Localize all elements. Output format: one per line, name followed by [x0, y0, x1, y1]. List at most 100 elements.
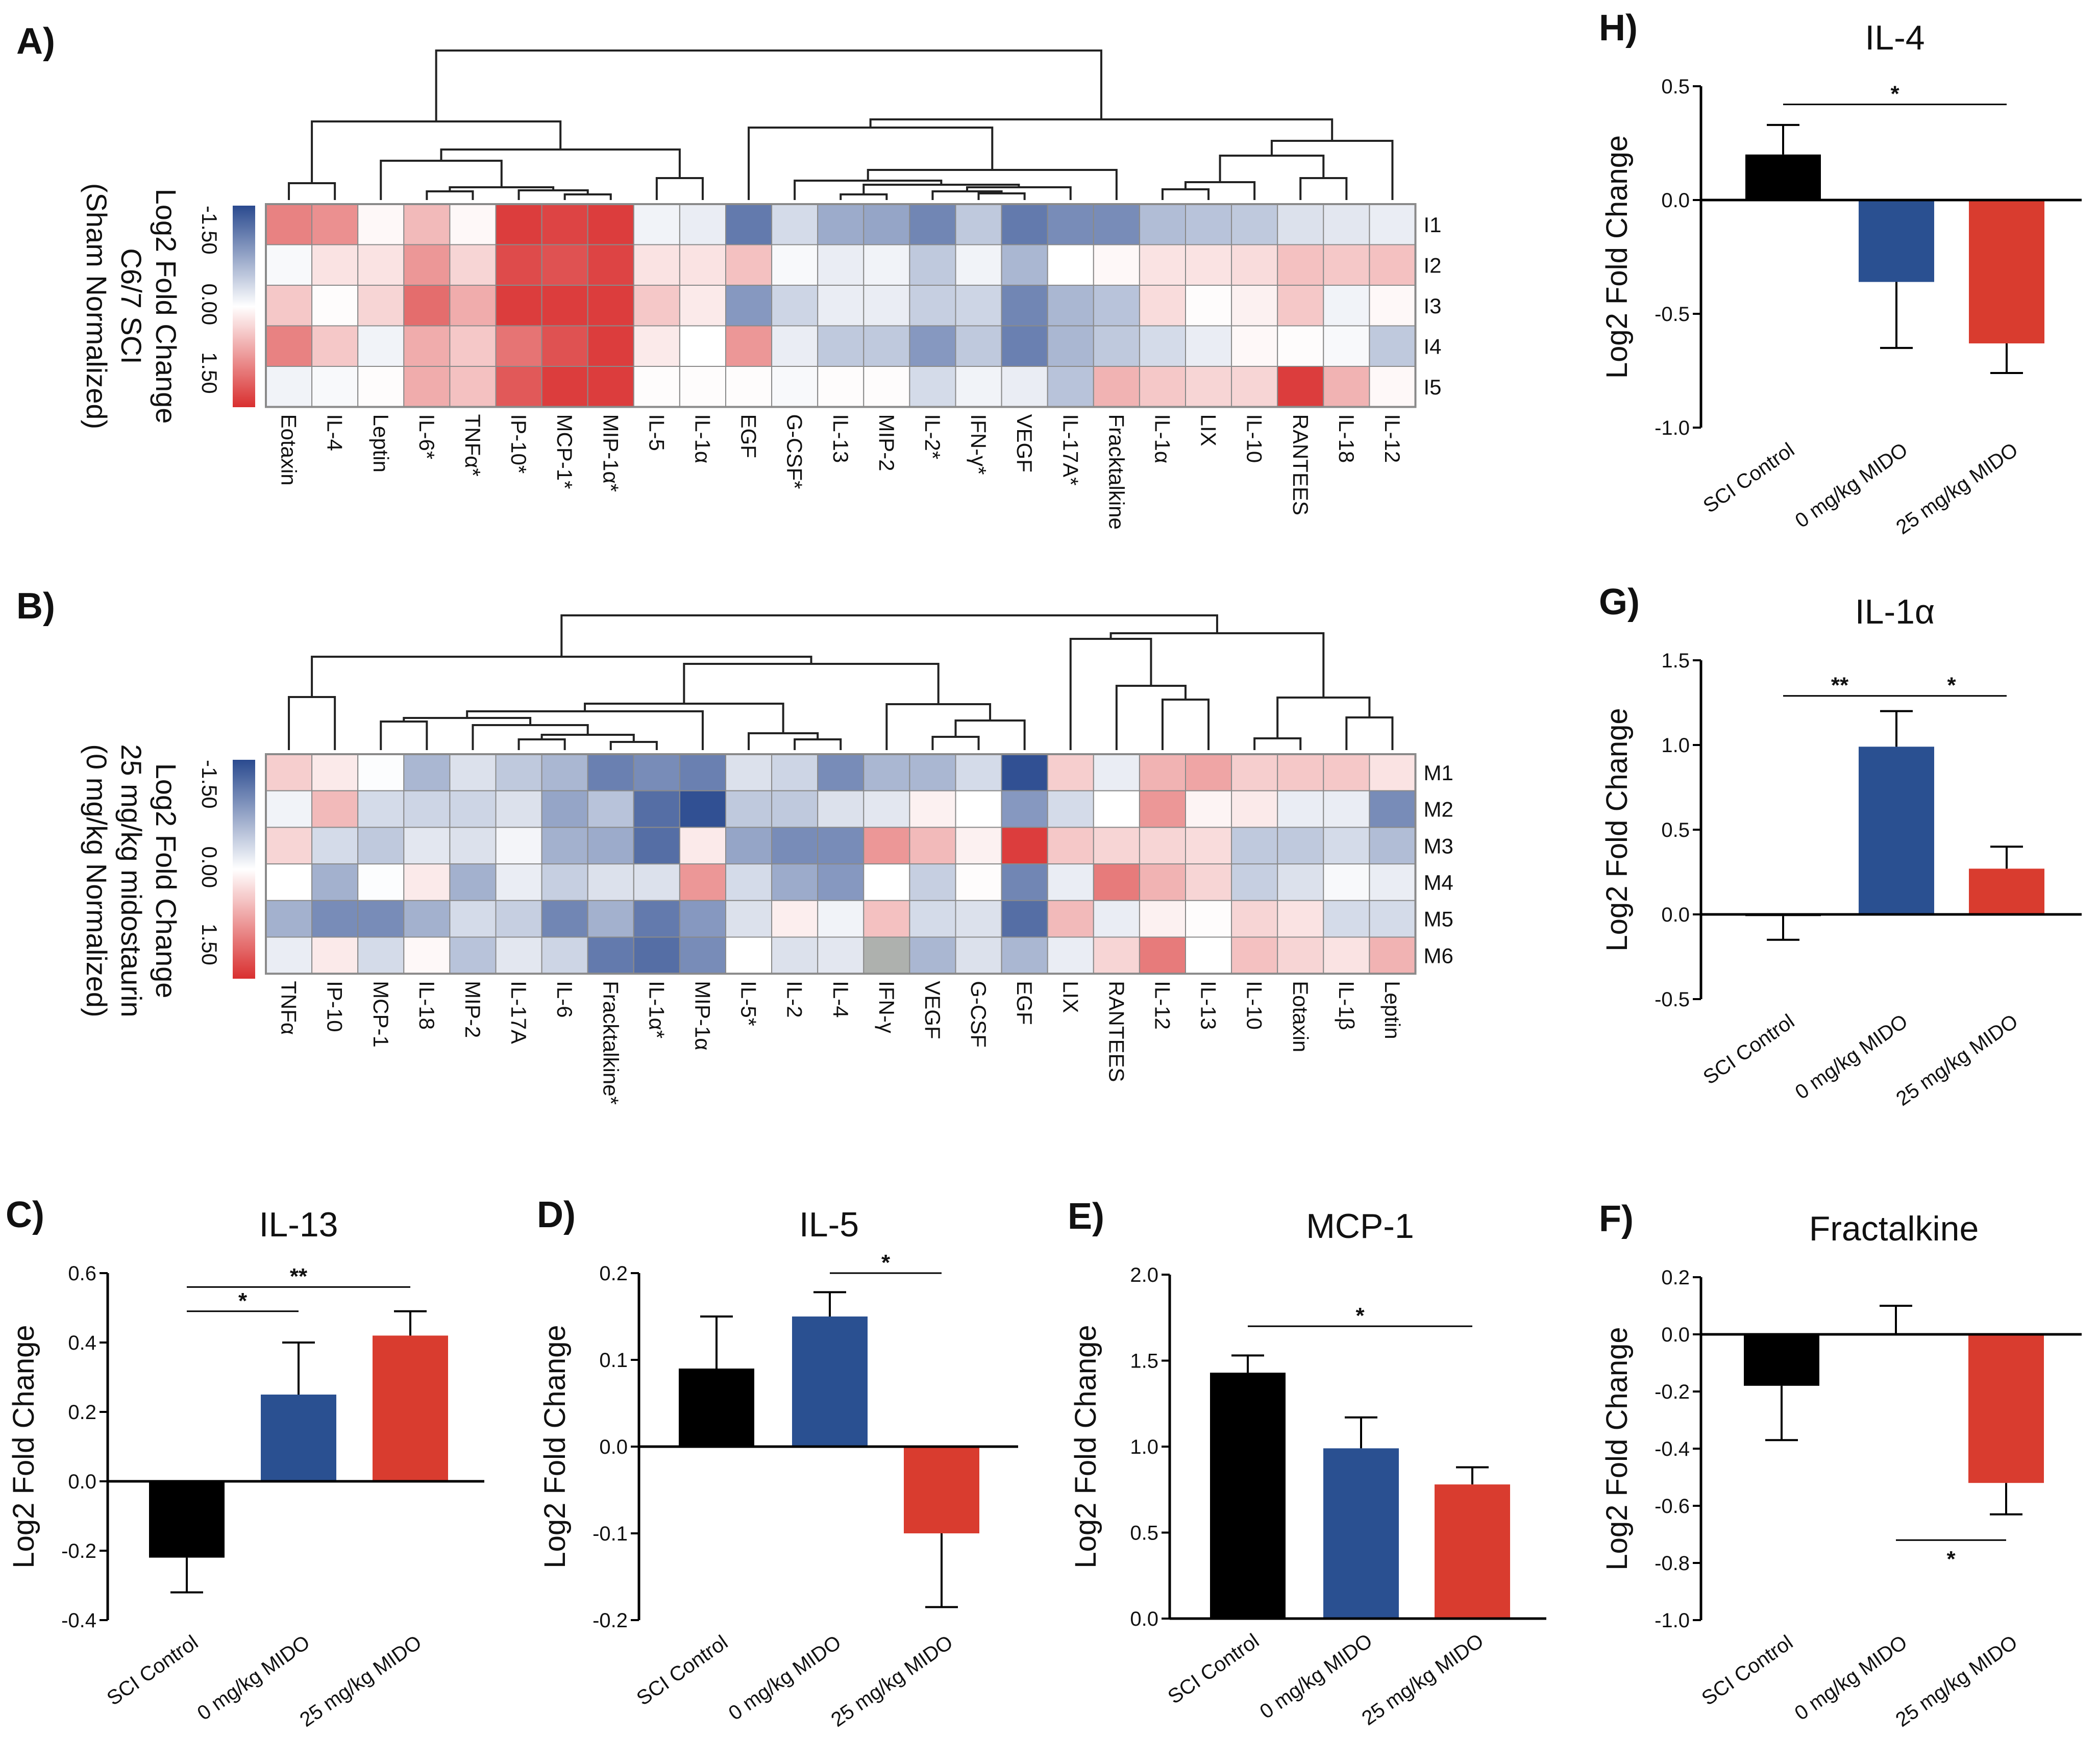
color-scale-tick: -1.50 — [198, 206, 221, 255]
heatmap-cell — [1047, 863, 1094, 901]
heatmap-cell — [541, 366, 588, 408]
column-label: IP-10* — [507, 414, 531, 474]
heatmap-cell — [311, 754, 359, 791]
heatmap-cell — [1001, 325, 1048, 367]
heatmap-cell — [679, 827, 727, 865]
heatmap-cell — [633, 285, 680, 327]
heatmap-cell — [817, 285, 865, 327]
heatmap-cell — [265, 754, 313, 791]
chart-title: MCP-1 — [1306, 1207, 1414, 1246]
heatmap-cell — [633, 366, 680, 408]
heatmap-cell — [1369, 754, 1416, 791]
heatmap-cell — [587, 790, 634, 828]
column-label: LIX — [1197, 414, 1221, 446]
heatmap-cell — [1231, 754, 1278, 791]
heatmap-cell — [1093, 936, 1140, 975]
heatmap-cell — [679, 936, 727, 975]
heatmap-cell — [863, 285, 910, 327]
heatmap-cell — [449, 204, 497, 245]
panel-label: A) — [16, 21, 55, 62]
heatmap-cell — [495, 900, 542, 938]
heatmap-cell — [1231, 900, 1278, 938]
heatmap-border — [265, 753, 1417, 975]
heatmap-cell — [863, 863, 910, 901]
heatmap-cell — [1001, 366, 1048, 408]
heatmap-cell — [1323, 366, 1370, 408]
dendrogram-branch — [885, 703, 992, 750]
heatmap-cell — [817, 244, 865, 286]
column-label: LIX — [1058, 981, 1082, 1013]
heatmap-cell — [1277, 936, 1324, 975]
heatmap-cell — [1185, 244, 1232, 286]
heatmap-cell — [449, 366, 497, 408]
heatmap-cell — [1231, 285, 1278, 327]
heatmap-cell — [1093, 285, 1140, 327]
y-tick-label: 0.1 — [599, 1349, 628, 1372]
heatmap-cell — [1277, 827, 1324, 865]
heatmap-cell — [725, 754, 773, 791]
heatmap-cell — [1323, 900, 1370, 938]
significance-marker: ** — [1831, 673, 1849, 698]
dendrogram-branch — [931, 736, 980, 750]
y-tick-label: 0.2 — [599, 1262, 628, 1285]
dendrogram-branch — [1345, 716, 1394, 750]
heatmap-cell — [725, 936, 773, 975]
heatmap-cell — [909, 900, 956, 938]
heatmap-cell — [403, 827, 451, 865]
heatmap-cell — [1001, 790, 1048, 828]
y-tick-label: 0.2 — [1661, 1266, 1690, 1289]
heatmap-cell — [265, 863, 313, 901]
column-label: MCP-1* — [553, 414, 577, 489]
heatmap-cell — [541, 244, 588, 286]
row-label: M2 — [1424, 798, 1453, 822]
heatmap-cell — [1093, 790, 1140, 828]
heatmap-cell — [311, 325, 359, 367]
dendrogram-branch — [380, 720, 428, 750]
column-label: IL-6* — [415, 414, 439, 460]
heatmap-cell — [1185, 827, 1232, 865]
column-label: IL-4 — [829, 981, 853, 1017]
heatmap-cell — [357, 325, 405, 367]
column-label: RANTEES — [1289, 414, 1313, 515]
heatmap-cell — [955, 900, 1002, 938]
row-label: I2 — [1424, 253, 1442, 277]
heatmap-cell — [679, 204, 727, 245]
y-tick-label: -0.1 — [593, 1523, 628, 1545]
heatmap-cell — [863, 754, 910, 791]
heatmap-panel-b: B) M1 M2 M3 M4 M5 M6 TNFα IP-10 MCP-1 IL-18 MIP-2 IL… — [16, 586, 1453, 1105]
bar — [1435, 1484, 1510, 1619]
heatmap-cell — [403, 244, 451, 286]
dendrogram-branch — [1270, 140, 1394, 200]
heatmap-cell — [1093, 204, 1140, 245]
heatmap-cell — [725, 204, 773, 245]
dendrogram-branch — [584, 703, 784, 733]
heatmap-cell — [1093, 900, 1140, 938]
heatmap-cell — [909, 827, 956, 865]
heatmap-cell — [955, 863, 1002, 901]
heatmap-cell — [1047, 285, 1094, 327]
heatmap-cell — [771, 204, 819, 245]
heatmap-cell — [357, 790, 405, 828]
x-category-label: SCI Control — [1699, 438, 1799, 517]
heatmap-cell — [311, 244, 359, 286]
column-label: IFN-γ* — [967, 414, 991, 475]
heatmap-cell — [1093, 366, 1140, 408]
heatmap-cell — [1047, 325, 1094, 367]
panel-label: G) — [1599, 582, 1640, 623]
heatmap-cell — [1277, 754, 1324, 791]
heatmap-cell — [863, 204, 910, 245]
dendrogram-branch — [748, 732, 819, 750]
dendrogram-branch — [517, 738, 566, 750]
heatmap-cell — [1139, 285, 1186, 327]
heatmap-cell — [311, 366, 359, 408]
column-label: IL-1α* — [645, 981, 669, 1038]
heatmap-cell — [771, 366, 819, 408]
heatmap-cell — [403, 790, 451, 828]
x-category-label: 25 mg/kg MIDO — [1892, 1010, 2022, 1110]
heatmap-cell — [679, 244, 727, 286]
heatmap-cell — [1139, 827, 1186, 865]
heatmap-cell — [1001, 204, 1048, 245]
heatmap-cell — [1323, 325, 1370, 367]
